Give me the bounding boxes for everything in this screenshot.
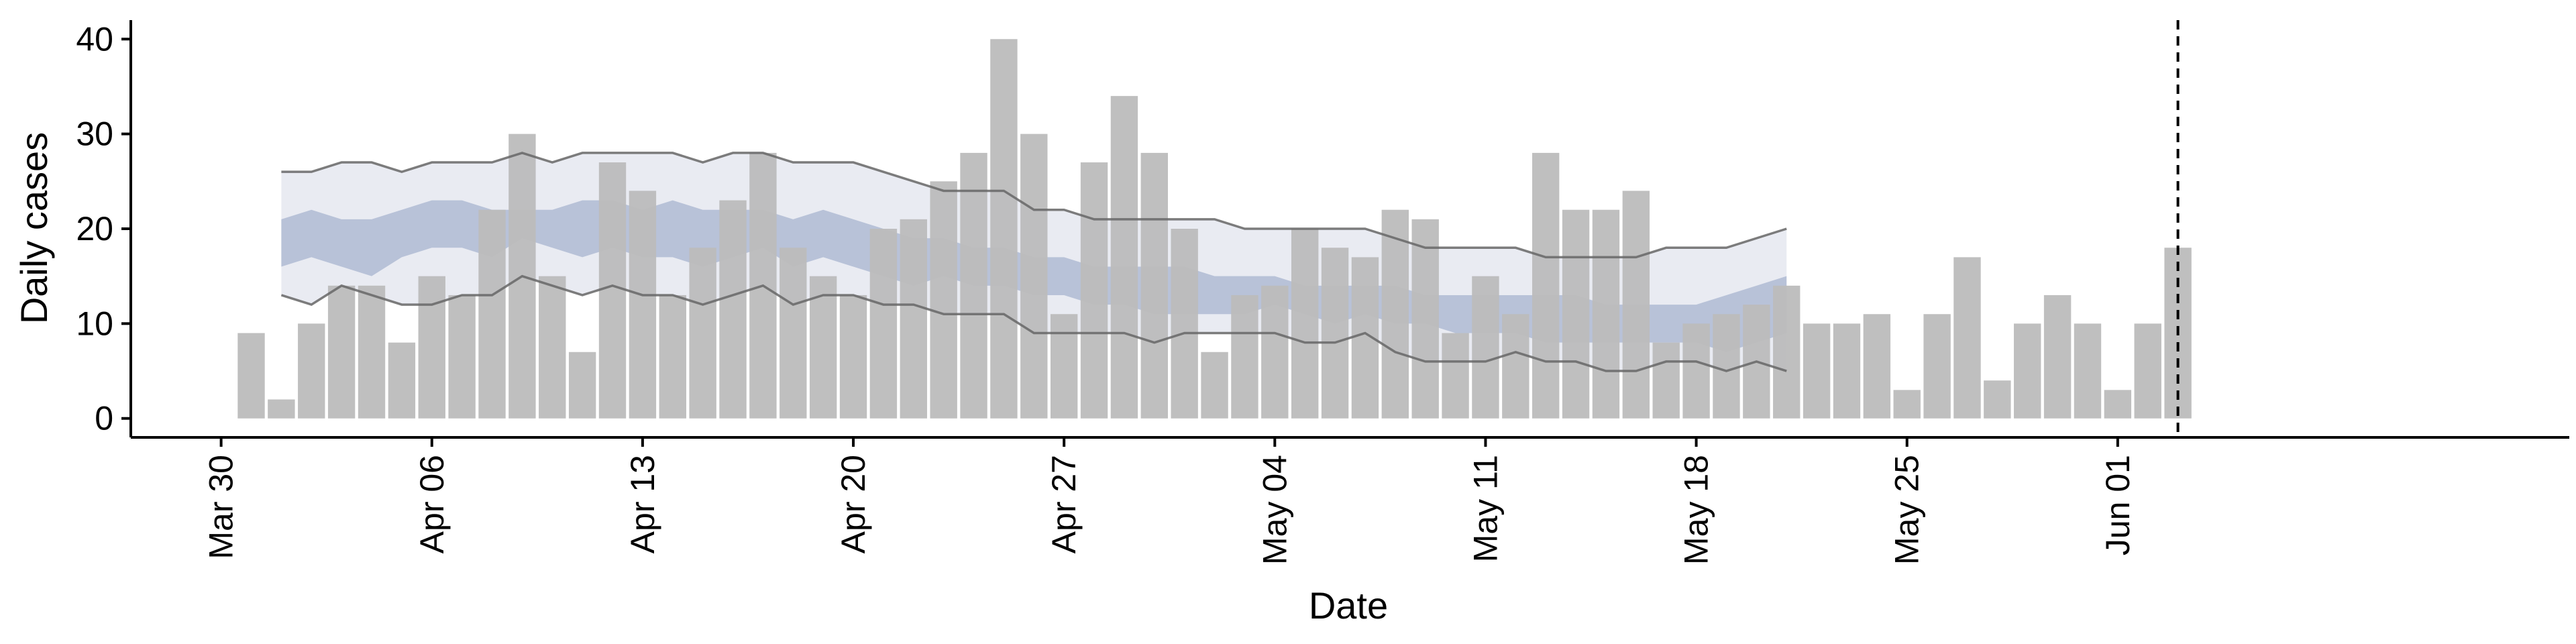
bar xyxy=(418,276,445,419)
bar xyxy=(1713,314,1740,419)
bar xyxy=(809,276,837,419)
lower-bound-line xyxy=(280,274,1787,372)
bar xyxy=(539,276,566,419)
bar xyxy=(327,285,356,419)
y-tick-label: 40 xyxy=(76,20,113,58)
bar xyxy=(1261,285,1289,419)
bar xyxy=(478,209,506,419)
bar xyxy=(448,294,476,419)
y-tick-label: 0 xyxy=(95,400,113,437)
bar xyxy=(1893,390,1921,419)
x-tick-label: May 11 xyxy=(1466,455,1504,562)
bar xyxy=(1562,209,1590,419)
bar xyxy=(900,219,927,419)
bar xyxy=(1652,342,1680,419)
bar xyxy=(1321,248,1349,419)
y-tick-label: 10 xyxy=(76,305,113,342)
bar xyxy=(2104,390,2132,419)
bar xyxy=(1472,276,1499,419)
bar xyxy=(1201,352,1228,419)
x-tick-label: May 04 xyxy=(1256,455,1293,565)
bar xyxy=(268,399,295,419)
bar xyxy=(1442,333,1469,419)
bar xyxy=(598,162,627,419)
bar xyxy=(2014,323,2041,419)
x-tick-label: Apr 06 xyxy=(413,455,451,553)
bar xyxy=(1622,191,1650,419)
bar xyxy=(1291,229,1319,419)
bar xyxy=(1171,229,1198,419)
bar xyxy=(1381,209,1409,419)
bar xyxy=(869,229,898,419)
x-tick-label: May 25 xyxy=(1888,455,1926,565)
upper-bound-line xyxy=(281,152,1787,259)
bar xyxy=(1231,294,1258,419)
x-tick-label: Apr 20 xyxy=(835,455,872,553)
bars-group xyxy=(237,39,2192,419)
bar xyxy=(2134,323,2161,419)
band-edge-lines xyxy=(280,152,1787,372)
y-tick-label: 30 xyxy=(76,115,113,153)
x-tick-label: Mar 30 xyxy=(203,455,240,559)
bar xyxy=(298,323,325,419)
bar xyxy=(1080,162,1108,419)
bar xyxy=(1803,323,1831,419)
bar xyxy=(1411,219,1439,419)
bar xyxy=(689,248,716,419)
bar xyxy=(1953,257,1981,419)
axes: 0 10 20 30 40 Mar 30 Apr 06 Apr 13 Apr 20 Apr 27 M… xyxy=(76,20,2569,565)
bar xyxy=(1502,314,1529,419)
x-axis-title: Date xyxy=(1309,584,1388,627)
bar xyxy=(1984,380,2011,419)
bar xyxy=(659,294,686,419)
bar xyxy=(1020,133,1048,419)
x-tick-label: May 18 xyxy=(1678,455,1715,565)
x-tick-label: Apr 13 xyxy=(624,455,661,553)
bar xyxy=(1863,314,1891,419)
x-tick-label: Apr 27 xyxy=(1045,455,1083,553)
x-tick-label: Jun 01 xyxy=(2099,455,2137,555)
bar xyxy=(568,352,596,419)
bar xyxy=(1592,209,1620,419)
bar xyxy=(1773,285,1801,419)
bar xyxy=(1532,152,1560,419)
y-tick-label: 20 xyxy=(76,210,113,248)
bar xyxy=(780,248,807,419)
bar xyxy=(1050,314,1078,419)
bar xyxy=(388,342,416,419)
bar xyxy=(358,285,386,419)
bar xyxy=(960,152,987,419)
bar xyxy=(990,39,1018,419)
bar xyxy=(1923,314,1951,419)
bar xyxy=(1110,96,1138,419)
y-axis-title: Daily cases xyxy=(13,132,55,324)
bar xyxy=(930,181,957,419)
bar xyxy=(839,294,867,419)
bar xyxy=(1682,323,1710,419)
bar xyxy=(629,191,657,419)
bar xyxy=(237,333,265,419)
bar xyxy=(719,200,747,419)
bar xyxy=(2043,294,2072,419)
bar xyxy=(2074,323,2102,419)
bar xyxy=(1140,152,1168,419)
bar xyxy=(1833,323,1861,419)
